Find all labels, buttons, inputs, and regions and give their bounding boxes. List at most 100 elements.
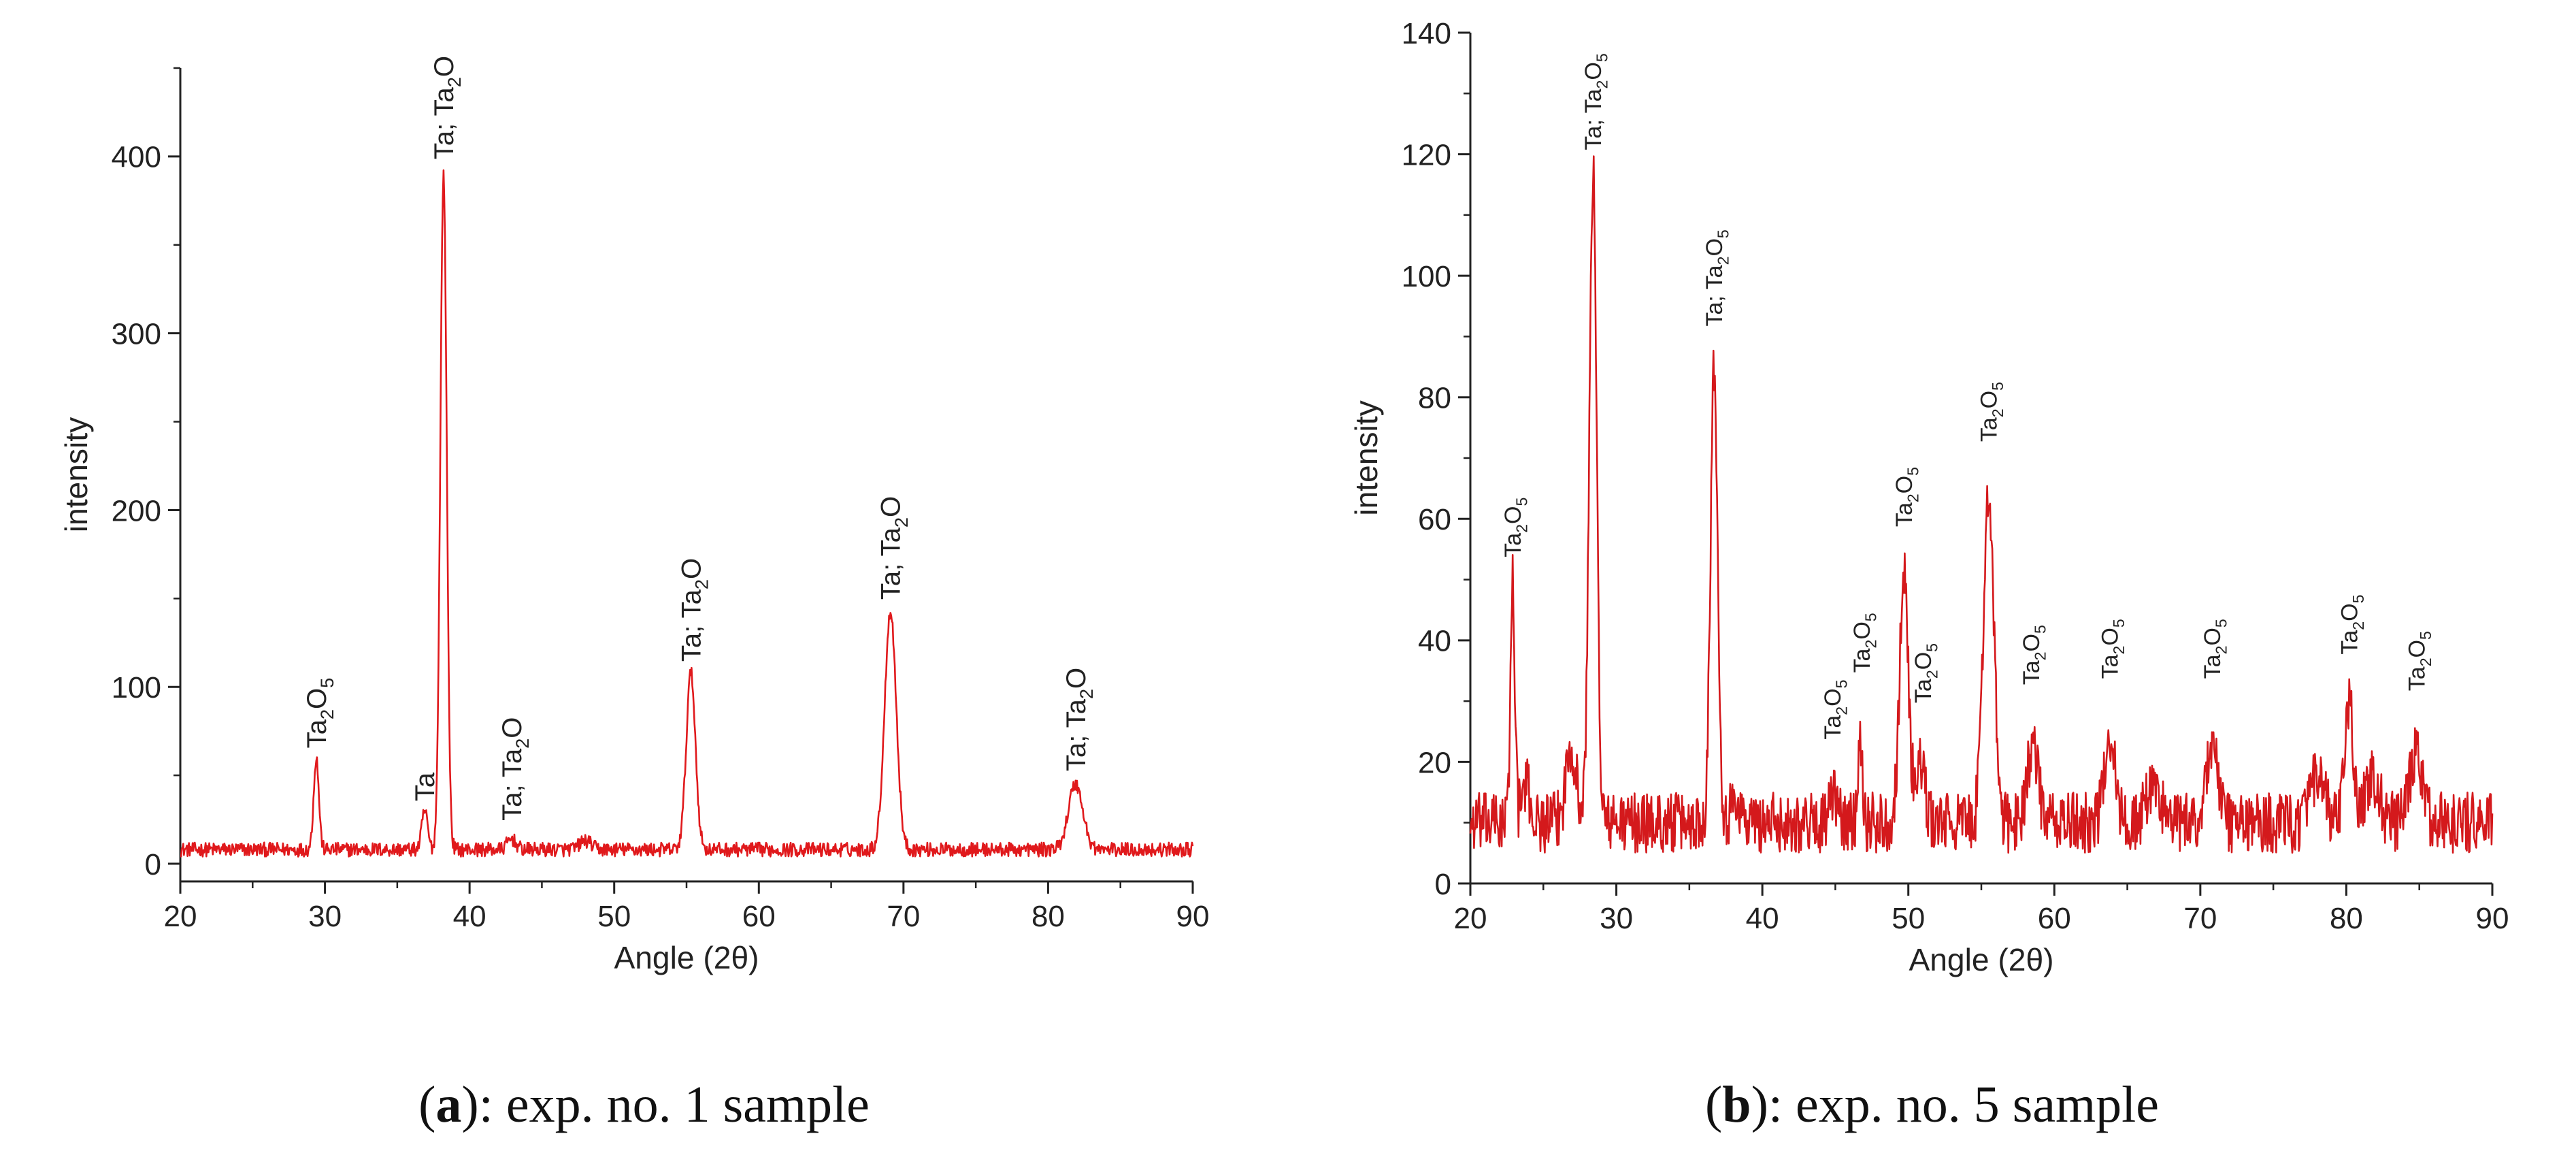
- peak-label-text: O: [2404, 640, 2430, 657]
- peak-label-subscript: 2: [1862, 640, 1879, 649]
- peak-label-subscript: 2: [1833, 706, 1851, 715]
- peak-label-subscript: 5: [1904, 467, 1922, 476]
- peak-label-text: O: [2019, 634, 2045, 651]
- x-tick-label: 40: [1746, 902, 1779, 935]
- panel-b: 20 30 40 50 60 70 80 90 0 20 40 60 80 100 120 140 Angle …: [1288, 0, 2576, 1170]
- peak-label-subscript: 2: [2349, 621, 2367, 630]
- peak-label: Ta2O5: [302, 678, 337, 749]
- peak-label-subscript: 2: [1594, 80, 1611, 89]
- peak-label-text: O: [429, 56, 459, 77]
- peak-label-text: Ta; Ta: [429, 87, 459, 160]
- peak-label: Ta2O5: [1892, 467, 1922, 527]
- peak-label-text: O: [1849, 621, 1875, 639]
- x-axis-title: Angle (2θ): [1909, 942, 2053, 977]
- peak-label-subscript: 5: [2031, 625, 2049, 634]
- peak-label: Ta2O5: [2019, 625, 2049, 685]
- peak-label-subscript: 2: [1513, 524, 1531, 533]
- peak-label-text: O: [2337, 603, 2363, 621]
- peak-label-text: O: [497, 717, 527, 738]
- peak-label-text: Ta; Ta: [876, 527, 906, 600]
- peak-label-subscript: 5: [316, 678, 337, 688]
- peak-label-subscript: 5: [1594, 53, 1611, 62]
- peak-label-subscript: 2: [1076, 689, 1097, 699]
- peak-label: Ta; Ta2O: [876, 496, 912, 600]
- peak-label-text: Ta: [302, 719, 332, 748]
- x-tick-label: 50: [1892, 902, 1925, 935]
- x-tick-label: 30: [1600, 902, 1633, 935]
- peak-label-text: Ta: [2404, 666, 2430, 691]
- x-tick-label: 40: [453, 900, 486, 933]
- peak-label-subscript: 5: [1989, 382, 2007, 391]
- peak-label-text: Ta: [1849, 648, 1875, 672]
- peak-label-text: O: [1977, 391, 2002, 408]
- peak-label-subscript: 5: [1923, 643, 1941, 652]
- peak-label-subscript: 2: [1989, 408, 2007, 417]
- x-tick-label: 90: [1176, 900, 1210, 933]
- peak-label: Ta2O5: [1911, 643, 1941, 703]
- peak-label: Ta: [410, 772, 440, 801]
- peak-label-subscript: 2: [316, 709, 337, 719]
- peak-label-subscript: 2: [2212, 646, 2230, 655]
- peak-label-text: Ta; Ta: [676, 589, 706, 662]
- x-tick-label: 30: [308, 900, 342, 933]
- peak-label: Ta; Ta2O: [497, 717, 533, 821]
- peak-label-text: Ta; Ta: [1581, 88, 1606, 150]
- peak-label-subscript: 2: [2417, 657, 2434, 666]
- peak-label-text: Ta: [1892, 502, 1917, 527]
- xrd-chart-a: 20 30 40 50 60 70 80 90 0 100 200 300 400 Angle (2θ) i…: [59, 56, 1210, 975]
- caption-a-label: a: [435, 1076, 462, 1133]
- caption-b-text: exp. no. 5 sample: [1796, 1076, 2160, 1133]
- peak-label-text: Ta: [2200, 654, 2226, 679]
- peak-label: Ta; Ta2O5: [1581, 53, 1611, 150]
- y-tick-label: 80: [1418, 382, 1451, 415]
- caption-a-text: exp. no. 1 sample: [506, 1076, 870, 1133]
- y-tick-label: 100: [112, 671, 161, 704]
- x-tick-label: 70: [887, 900, 920, 933]
- peak-label-text: O: [1702, 238, 1728, 256]
- y-tick-label: 20: [1418, 746, 1451, 779]
- y-tick-label: 0: [1435, 868, 1451, 901]
- y-tick-label: 200: [112, 494, 161, 527]
- peak-label-subscript: 5: [2417, 631, 2434, 640]
- y-tick-label: 120: [1402, 138, 1451, 172]
- peak-label-text: O: [676, 558, 706, 579]
- peak-label-text: O: [302, 688, 332, 709]
- peak-label-subscript: 2: [1904, 493, 1922, 502]
- xrd-series-line: [1469, 155, 2494, 854]
- peak-label-text: Ta: [1911, 679, 1936, 703]
- peak-label-subscript: 5: [2212, 619, 2230, 628]
- y-tick-label: 100: [1402, 260, 1451, 293]
- peak-label-text: Ta: [1820, 715, 1846, 740]
- y-tick-label: 140: [1402, 17, 1451, 50]
- peak-label: Ta2O5: [1977, 382, 2007, 442]
- x-tick-label: 60: [2038, 902, 2071, 935]
- peak-label-subscript: 5: [2349, 595, 2367, 604]
- peak-label-text: Ta: [1500, 533, 1526, 557]
- peak-label-subscript: 2: [444, 77, 465, 87]
- x-tick-label: 70: [2183, 902, 2217, 935]
- peak-label-text: O: [1061, 668, 1091, 689]
- x-tick-label: 20: [1454, 902, 1487, 935]
- peak-label-text: Ta; Ta: [1702, 265, 1728, 326]
- y-tick-label: 300: [112, 318, 161, 351]
- peak-label: Ta; Ta2O5: [1702, 229, 1732, 326]
- peak-label-text: O: [1911, 652, 1936, 670]
- peak-label: Ta2O5: [2200, 619, 2230, 679]
- peak-label-text: Ta: [2019, 660, 2045, 685]
- peak-label-text: O: [1581, 62, 1606, 80]
- peak-label-subscript: 2: [512, 738, 533, 749]
- peak-label: Ta2O5: [2098, 619, 2128, 679]
- peak-label-text: Ta; Ta: [1061, 698, 1091, 771]
- x-tick-label: 20: [164, 900, 197, 933]
- peak-label-text: O: [1500, 506, 1526, 524]
- x-tick-label: 80: [1031, 900, 1065, 933]
- x-tick-label: 80: [2330, 902, 2363, 935]
- peak-label: Ta2O5: [1500, 498, 1531, 557]
- peak-label-subscript: 5: [1513, 498, 1531, 506]
- peak-label-subscript: 2: [1715, 257, 1732, 265]
- xrd-chart-b: 20 30 40 50 60 70 80 90020406080100120140Angle …: [1349, 17, 2509, 977]
- peak-label-text: O: [1892, 476, 1917, 493]
- caption-b: (b): exp. no. 5 sample: [1704, 1076, 2160, 1133]
- peak-label-subscript: 5: [1715, 229, 1732, 238]
- x-axis-title: Angle (2θ): [614, 940, 759, 975]
